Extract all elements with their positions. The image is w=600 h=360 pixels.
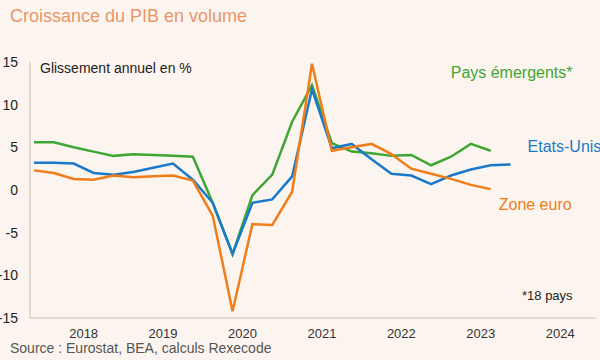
- svg-text:2022: 2022: [387, 326, 416, 341]
- svg-text:2019: 2019: [149, 326, 178, 341]
- svg-text:0: 0: [10, 182, 18, 198]
- svg-text:2023: 2023: [466, 326, 495, 341]
- svg-text:-5: -5: [8, 225, 18, 241]
- svg-text:5: 5: [10, 139, 18, 155]
- svg-text:2024: 2024: [546, 326, 575, 341]
- svg-text:2020: 2020: [228, 326, 257, 341]
- html-text:Croissance du PIB en volume: Croissance du PIB en volume: [10, 6, 248, 26]
- html-text:Source : Eurostat, BEA, calcul: Source : Eurostat, BEA, calculs Rexecode: [10, 340, 272, 356]
- svg-text:Pays émergents*: Pays émergents*: [451, 64, 573, 81]
- html-text:*18 pays: *18 pays: [522, 288, 573, 303]
- svg-text:Zone euro: Zone euro: [499, 196, 572, 213]
- svg-text:-10: -10: [8, 267, 18, 283]
- svg-text:15: 15: [8, 54, 18, 70]
- svg-text:2021: 2021: [307, 326, 336, 341]
- html-text:Glissement annuel en %: Glissement annuel en %: [40, 60, 192, 76]
- svg-text:10: 10: [8, 97, 18, 113]
- svg-text:Etats-Unis: Etats-Unis: [528, 138, 592, 155]
- svg-text:-15: -15: [8, 310, 18, 326]
- svg-text:2018: 2018: [69, 326, 98, 341]
